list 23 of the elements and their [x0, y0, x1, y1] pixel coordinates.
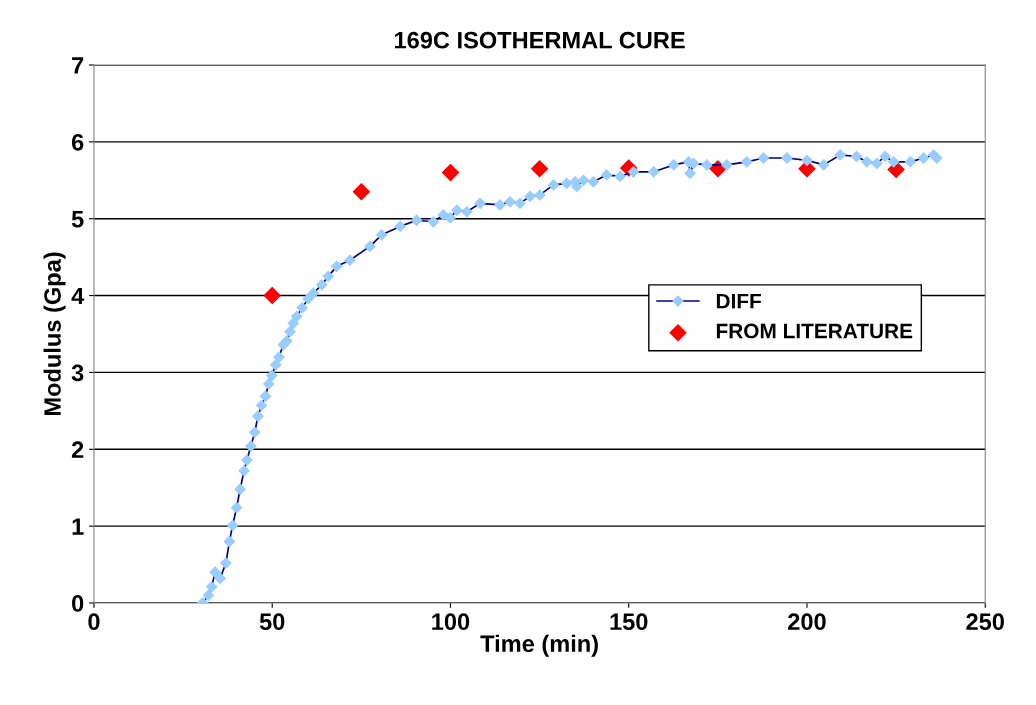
y-tick-label: 5	[71, 211, 84, 228]
point	[441, 163, 460, 182]
y-tick-label: 3	[71, 364, 84, 382]
legend-label: FROM LITERATURE	[716, 323, 913, 339]
point	[263, 286, 281, 305]
x-tick-label: 250	[966, 613, 1004, 631]
y-tick-label: 7	[72, 57, 84, 74]
y-tick-label: 0	[72, 595, 84, 612]
legend-label: DIFF	[716, 293, 762, 309]
y-tick-label: 4	[71, 287, 85, 305]
y-tick-label: 6	[71, 133, 84, 151]
y-axis-title: Modulus (Gpa)	[43, 252, 66, 416]
x-tick-label: 150	[610, 613, 648, 631]
x-tick-label: 50	[259, 613, 285, 631]
point	[352, 183, 371, 201]
x-axis-title: Time (min)	[480, 634, 598, 657]
x-tick-label: 200	[788, 613, 826, 631]
chart-title: 169C ISOTHERMAL CURE	[395, 31, 685, 49]
y-tick-label: 1	[72, 518, 84, 535]
x-tick-label: 0	[88, 613, 100, 631]
x-tick-label: 100	[432, 613, 470, 631]
y-tick-label: 2	[71, 441, 84, 458]
point	[530, 159, 549, 178]
